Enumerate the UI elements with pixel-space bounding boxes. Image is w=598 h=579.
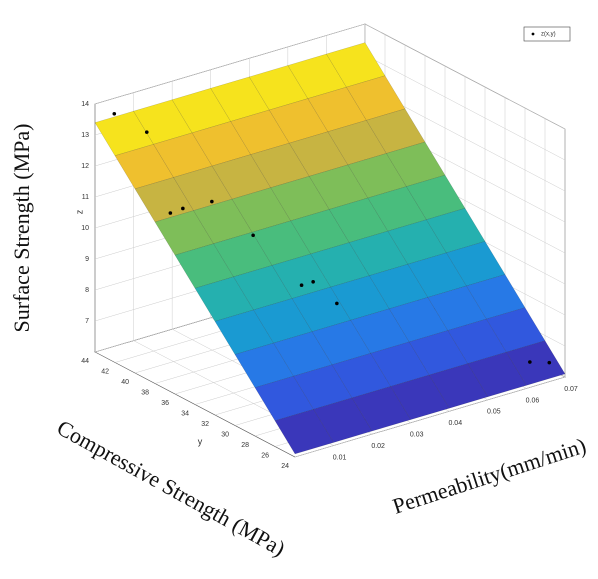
- data-point: [181, 206, 185, 211]
- y-tick-label: 40: [121, 379, 129, 386]
- y-tick-label: 38: [141, 389, 149, 396]
- surface-cell: [486, 307, 546, 353]
- x-tick-label: 0.04: [448, 420, 462, 427]
- points: [112, 111, 552, 365]
- data-point: [168, 211, 173, 215]
- data-point: [311, 279, 315, 284]
- data-point: [528, 360, 532, 364]
- data-point: [547, 360, 552, 365]
- grid-line: [364, 23, 566, 130]
- legend-label: z(x,y): [541, 32, 556, 38]
- x-tick-label: 0.03: [410, 432, 424, 439]
- data-point: [112, 111, 117, 116]
- z-tick-label: 9: [85, 256, 89, 263]
- y-tick-label: 42: [101, 368, 109, 375]
- data-point: [251, 233, 255, 238]
- grid-line: [294, 376, 566, 458]
- y-tick-label: 32: [201, 421, 209, 428]
- x-tick-label: 0.02: [371, 443, 385, 450]
- z-axis-title: Surface Strength (MPa): [9, 124, 34, 333]
- z-tick-label: 8: [85, 287, 89, 294]
- data-point: [299, 283, 304, 288]
- y-tick-label: 24: [281, 463, 289, 470]
- z-tick-label: 12: [81, 163, 89, 170]
- data-point: [335, 301, 339, 306]
- y-tick-label: 30: [221, 431, 229, 438]
- y-tick-label: 44: [81, 358, 89, 365]
- z-axis-letter: z: [74, 209, 84, 214]
- y-tick-label: 36: [161, 400, 169, 407]
- y-tick-label: 26: [261, 452, 269, 459]
- z-tick-label: 11: [82, 194, 89, 201]
- y-tick-label: 28: [241, 442, 249, 449]
- legend-box: [523, 26, 571, 42]
- data-point: [210, 199, 214, 204]
- z-tick-label: 13: [81, 132, 89, 139]
- grid-line: [94, 23, 366, 105]
- surface-cell: [466, 274, 526, 320]
- surface-cell: [386, 141, 446, 187]
- legend: z(x,y): [523, 26, 571, 42]
- surface: [94, 42, 566, 455]
- y-axis-title: Compressive Strength (MPa): [53, 415, 290, 561]
- y-axis-letter: y: [198, 436, 203, 446]
- z-tick-label: 7: [85, 318, 89, 325]
- x-tick-label: 0.01: [333, 454, 347, 461]
- x-axis-title: Permeability(mm/min): [389, 433, 588, 519]
- x-tick-label: 0.05: [487, 409, 501, 416]
- legend-marker: [531, 32, 535, 36]
- x-tick-label: 0.07: [564, 386, 578, 393]
- y-tick-label: 34: [181, 410, 189, 417]
- grid-line: [364, 54, 566, 161]
- z-tick-label: 14: [81, 101, 89, 108]
- surface-cell: [506, 340, 566, 386]
- x-tick-label: 0.06: [526, 397, 540, 404]
- z-tick-label: 10: [81, 225, 89, 232]
- data-point: [144, 130, 149, 134]
